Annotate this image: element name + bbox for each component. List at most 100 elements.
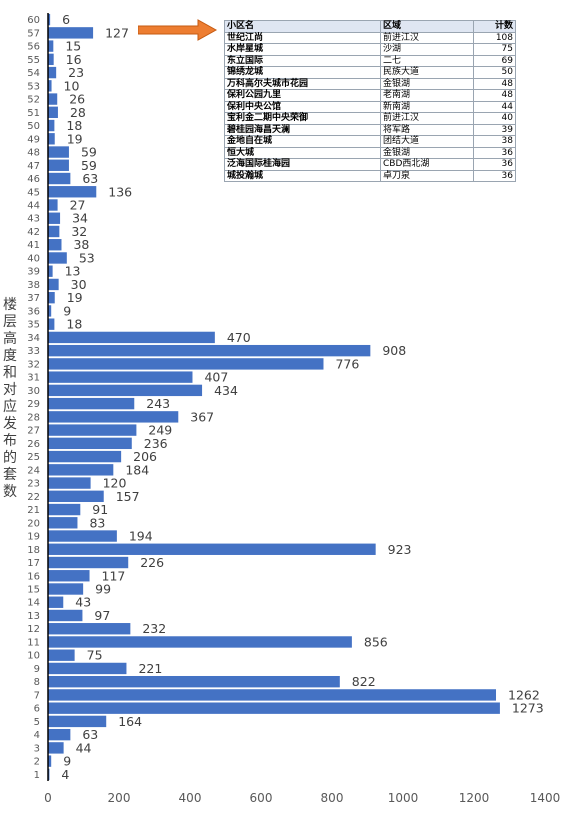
bar bbox=[48, 556, 129, 569]
data-label: 32 bbox=[71, 224, 87, 239]
cell-community-name: 碧桂园海昌天澜 bbox=[223, 123, 382, 136]
y-tick-label: 55 bbox=[27, 55, 40, 66]
cell-count: 48 bbox=[473, 77, 516, 90]
data-label: 117 bbox=[102, 568, 126, 583]
y-tick-label: 46 bbox=[27, 174, 40, 185]
bar bbox=[48, 397, 135, 410]
bar bbox=[48, 93, 58, 105]
cell-count: 48 bbox=[473, 89, 516, 102]
cell-community-name: 水岸星城 bbox=[223, 43, 382, 56]
data-label: 34 bbox=[72, 211, 88, 226]
bar bbox=[48, 662, 127, 675]
bar bbox=[48, 159, 69, 171]
table-row: 宝利金二期中央荣御 前进江汉 40 bbox=[223, 112, 516, 125]
table-row: 泛海国际桂海园 CBD西北湖 36 bbox=[223, 158, 516, 171]
bar bbox=[48, 570, 90, 582]
y-tick-label: 18 bbox=[27, 545, 40, 556]
cell-community-name: 东立国际 bbox=[223, 54, 382, 67]
y-tick-label: 14 bbox=[27, 598, 40, 609]
bar bbox=[48, 119, 55, 132]
y-tick-label: 35 bbox=[27, 320, 40, 331]
x-tick-label: 0 bbox=[44, 791, 52, 805]
data-label: 120 bbox=[103, 476, 127, 491]
y-tick-label: 37 bbox=[27, 293, 40, 304]
cell-community-name: 世纪江尚 bbox=[223, 31, 382, 44]
y-tick-label: 17 bbox=[27, 558, 40, 569]
data-label: 27 bbox=[70, 198, 86, 213]
bar bbox=[48, 675, 340, 688]
bar bbox=[48, 477, 91, 489]
bar bbox=[48, 530, 117, 542]
bar bbox=[48, 133, 55, 145]
data-label: 232 bbox=[142, 621, 166, 636]
data-label: 776 bbox=[335, 356, 359, 371]
table-row: 保利公园九里 老南湖 48 bbox=[223, 89, 516, 102]
y-tick-label: 19 bbox=[27, 532, 40, 543]
bar bbox=[48, 715, 107, 728]
data-label: 83 bbox=[89, 515, 105, 530]
data-label: 822 bbox=[352, 674, 376, 689]
table-row: 万科高尔夫城市花园 金银湖 48 bbox=[223, 77, 516, 90]
bar bbox=[48, 106, 58, 119]
bar bbox=[48, 411, 179, 423]
data-label: 136 bbox=[108, 184, 132, 199]
y-axis-title: 楼层高度和对应发布的套数 bbox=[3, 297, 17, 500]
data-label: 127 bbox=[105, 25, 129, 40]
cell-community-name: 恒大城 bbox=[223, 146, 382, 159]
bar bbox=[48, 755, 52, 767]
bar bbox=[48, 199, 58, 211]
y-tick-label: 39 bbox=[27, 267, 40, 278]
data-label: 206 bbox=[133, 449, 157, 464]
bar bbox=[48, 437, 132, 450]
bar bbox=[48, 702, 500, 714]
x-tick-label: 400 bbox=[179, 791, 202, 805]
cell-area: 金银湖 bbox=[380, 77, 475, 90]
y-tick-label: 26 bbox=[27, 439, 40, 450]
bar bbox=[48, 623, 131, 635]
table-row: 东立国际 二七 69 bbox=[223, 54, 516, 67]
bar bbox=[48, 358, 324, 370]
y-tick-label: 28 bbox=[27, 412, 40, 423]
data-label: 97 bbox=[94, 608, 110, 623]
table-row: 金地自在城 团结大道 38 bbox=[223, 135, 516, 148]
bar bbox=[48, 239, 62, 251]
y-tick-label: 57 bbox=[27, 28, 40, 39]
y-tick-label: 50 bbox=[27, 121, 40, 132]
y-tick-label: 36 bbox=[27, 306, 40, 317]
cell-community-name: 锦绣龙城 bbox=[223, 66, 382, 79]
y-tick-label: 49 bbox=[27, 134, 40, 145]
cell-community-name: 万科高尔夫城市花园 bbox=[223, 77, 382, 90]
y-tick-label: 25 bbox=[27, 452, 40, 463]
table-row: 锦绣龙城 民族大道 50 bbox=[223, 66, 516, 79]
y-tick-label: 8 bbox=[34, 677, 40, 688]
data-label: 53 bbox=[79, 250, 95, 265]
cell-count: 36 bbox=[473, 146, 516, 159]
x-tick-label: 1200 bbox=[459, 791, 490, 805]
y-tick-label: 4 bbox=[34, 730, 40, 741]
y-tick-label: 16 bbox=[27, 571, 40, 582]
bar bbox=[48, 53, 54, 66]
y-tick-label: 3 bbox=[34, 743, 40, 754]
bar bbox=[48, 424, 137, 436]
data-label: 4 bbox=[61, 767, 69, 782]
data-label: 75 bbox=[87, 648, 103, 663]
cell-count: 44 bbox=[473, 100, 516, 113]
cell-count: 108 bbox=[473, 31, 516, 44]
cell-area: CBD西北湖 bbox=[380, 158, 475, 171]
y-tick-label: 52 bbox=[27, 95, 40, 106]
y-tick-label: 47 bbox=[27, 161, 40, 172]
cell-count: 38 bbox=[473, 135, 516, 148]
y-tick-label: 53 bbox=[27, 81, 40, 92]
data-label: 184 bbox=[125, 462, 149, 477]
table-row: 城投瀚城 卓刀泉 36 bbox=[223, 169, 516, 182]
bar bbox=[48, 13, 51, 26]
y-tick-label: 51 bbox=[27, 108, 40, 119]
data-label: 26 bbox=[69, 92, 85, 107]
data-label: 99 bbox=[95, 582, 111, 597]
y-tick-label: 1 bbox=[34, 770, 40, 781]
cell-count: 40 bbox=[473, 112, 516, 125]
bar bbox=[48, 609, 83, 622]
data-label: 164 bbox=[118, 714, 142, 729]
cell-community-name: 泛海国际桂海园 bbox=[223, 158, 382, 171]
data-label: 30 bbox=[71, 277, 87, 292]
